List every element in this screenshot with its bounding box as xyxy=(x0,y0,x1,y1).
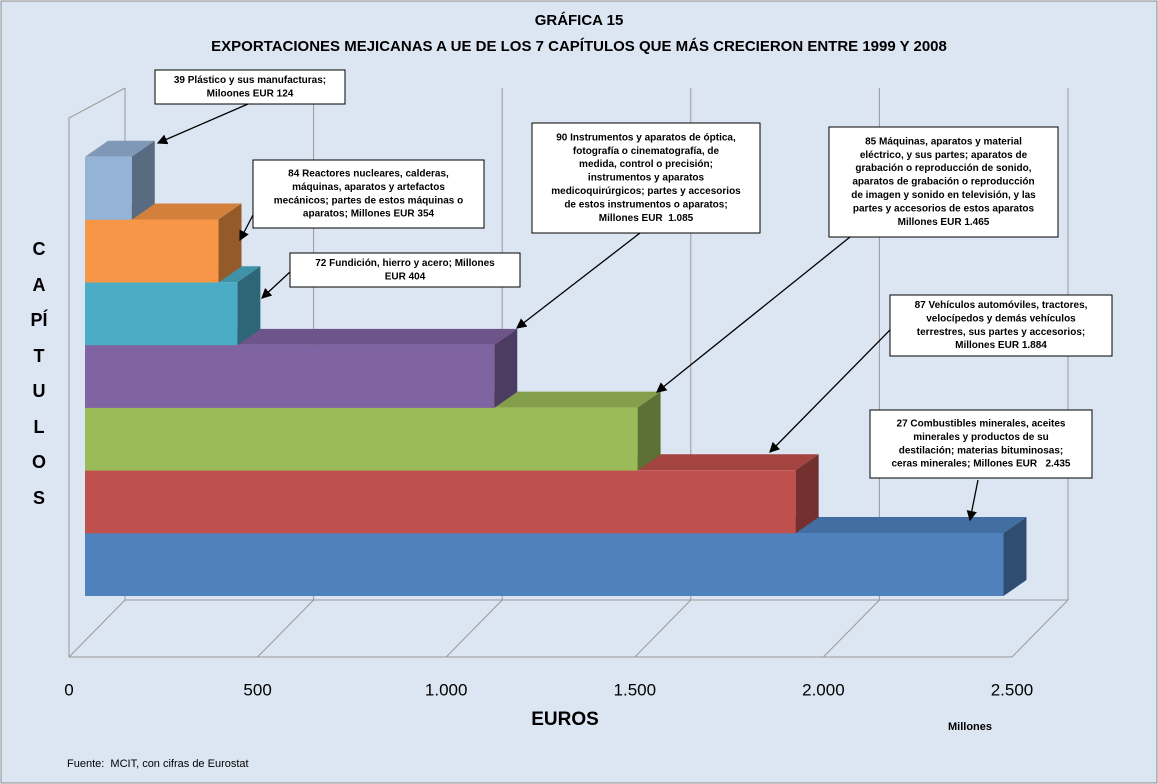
value-label: mecánicos; partes de estos máquinas o xyxy=(274,195,464,206)
value-label: 39 Plástico y sus manufacturas; xyxy=(174,75,326,86)
bar-top xyxy=(85,140,155,157)
annotation-box xyxy=(889,294,1113,357)
grid-line xyxy=(823,599,880,658)
grid-line xyxy=(1011,599,1069,658)
value-label: aparatos; Millones EUR 354 xyxy=(303,209,435,220)
value-label: aparatos de grabación o reproducción xyxy=(852,177,1034,188)
value-label: fotografía o cinematografía, de xyxy=(573,146,720,157)
value-label: partes y accesorios de estos aparatos xyxy=(853,203,1035,214)
value-label: destilación; materias bituminosas; xyxy=(899,445,1064,456)
bar-side xyxy=(494,328,518,408)
bar xyxy=(85,344,495,408)
bar xyxy=(85,533,1004,596)
annotation-box xyxy=(289,252,521,288)
grid-line xyxy=(634,599,692,658)
annotation-box xyxy=(531,122,761,234)
value-label: Millones EUR 1.085 xyxy=(599,213,694,224)
annotation-box xyxy=(869,409,1093,479)
grid-line xyxy=(68,599,126,658)
chart-subtitle: EXPORTACIONES MEJICANAS A UE DE LOS 7 CA… xyxy=(211,38,947,55)
value-label: 90 Instrumentos y aparatos de óptica, xyxy=(556,132,736,143)
x-tick-label: 500 xyxy=(243,680,271,699)
value-label: medida, control o precisión; xyxy=(579,159,713,170)
value-label: Millones EUR 1.884 xyxy=(955,340,1047,351)
annotation-arrow xyxy=(239,214,254,242)
bar xyxy=(85,282,238,346)
x-unit: Millones xyxy=(948,721,992,733)
bar-side xyxy=(795,454,819,534)
value-label: Millones EUR 1.465 xyxy=(898,217,990,228)
y-axis-label: CAPÍTULOS xyxy=(30,239,48,508)
value-label: medicoquirúrgicos; partes y accesorios xyxy=(551,186,741,197)
x-tick-label: 2.000 xyxy=(802,680,845,699)
bar xyxy=(85,219,219,283)
bar xyxy=(85,470,796,534)
annotation-arrow xyxy=(261,271,291,299)
bar-side xyxy=(237,266,261,346)
bar-side xyxy=(218,203,242,283)
left-wall xyxy=(68,87,126,657)
chart-title: GRÁFICA 15 xyxy=(535,12,624,29)
bar xyxy=(85,156,132,220)
grid-line xyxy=(257,599,314,658)
value-label: 85 Máquinas, aparatos y material xyxy=(865,136,1022,147)
value-label: EUR 404 xyxy=(385,271,426,282)
value-label: 87 Vehículos automóviles, tractores, xyxy=(915,300,1088,311)
annotation-arrow xyxy=(769,329,891,453)
x-tick-label: 1.000 xyxy=(425,680,468,699)
grid-line xyxy=(445,599,503,658)
annotation-arrow xyxy=(655,236,851,393)
bar-side xyxy=(1003,517,1027,596)
x-tick-label: 0 xyxy=(64,680,73,699)
value-label: 27 Combustibles minerales, aceites xyxy=(897,419,1066,430)
annotation-box xyxy=(154,69,346,105)
value-label: de imagen y sonido en televisión, y las xyxy=(851,190,1036,201)
annotation-box xyxy=(252,159,485,229)
value-label: 72 Fundición, hierro y acero; Millones xyxy=(315,258,495,269)
value-label: ceras minerales; Millones EUR 2.435 xyxy=(892,459,1071,470)
x-axis-label: EUROS xyxy=(531,709,599,730)
bar-side xyxy=(637,391,661,471)
x-tick-label: 2.500 xyxy=(991,680,1034,699)
value-label: de estos instrumentos o aparatos; xyxy=(564,199,727,210)
source: Fuente: MCIT, con cifras de Eurostat xyxy=(67,758,249,770)
x-tick-label: 1.500 xyxy=(614,680,657,699)
value-label: eléctrico, y sus partes; aparatos de xyxy=(860,150,1028,161)
value-label: terrestres, sus partes y accesorios; xyxy=(917,327,1085,338)
value-label: velocípedos y demás vehículos xyxy=(926,313,1076,324)
value-label: grabación o reproducción de sonido, xyxy=(855,163,1031,174)
value-label: instrumentos y aparatos xyxy=(588,173,705,184)
annotation-arrow xyxy=(156,103,249,145)
value-label: minerales y productos de su xyxy=(913,432,1049,443)
annotation-arrow xyxy=(966,479,979,522)
bar-side xyxy=(131,140,155,220)
value-label: 84 Reactores nucleares, calderas, xyxy=(288,169,449,180)
bar xyxy=(85,407,638,471)
annotation-box xyxy=(828,126,1059,238)
annotation-arrow xyxy=(515,232,641,329)
value-label: máquinas, aparatos y artefactos xyxy=(292,182,445,193)
value-label: Miloones EUR 124 xyxy=(207,88,294,99)
